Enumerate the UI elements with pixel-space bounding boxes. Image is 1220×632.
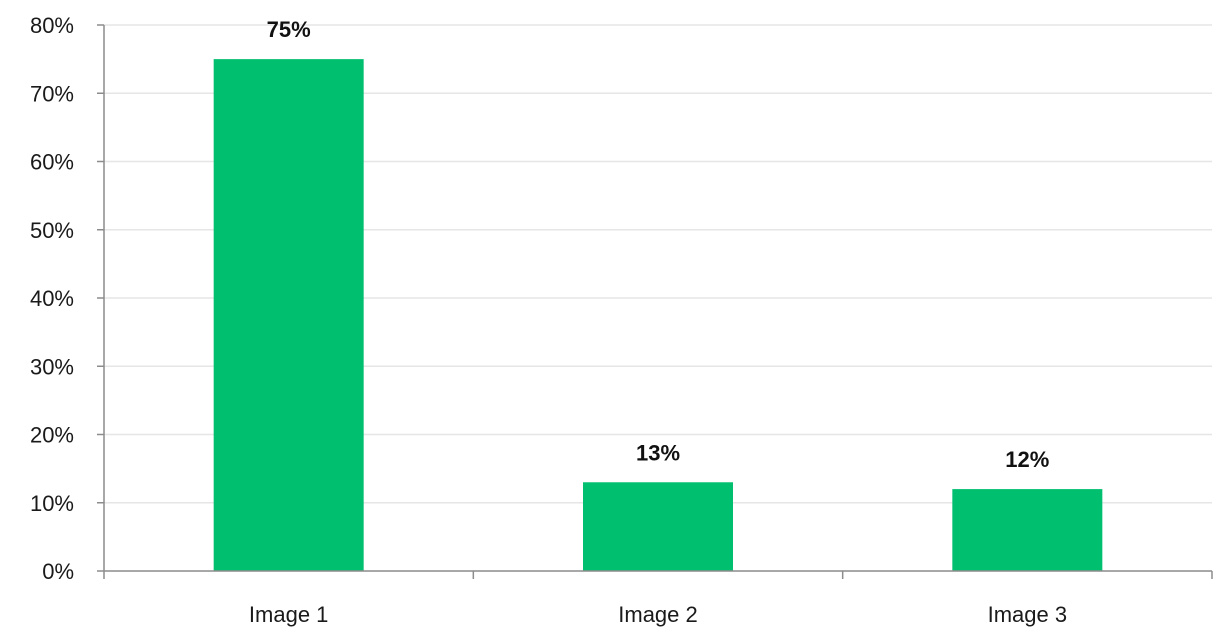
y-tick-label: 50% [30,218,74,243]
data-label: 12% [1005,447,1049,472]
y-tick-label: 10% [30,491,74,516]
y-tick-label: 70% [30,81,74,106]
y-tick-label: 60% [30,150,74,175]
y-tick-label: 30% [30,354,74,379]
bar [583,482,733,571]
data-label: 13% [636,440,680,465]
y-tick-label: 80% [30,13,74,38]
bar [952,489,1103,571]
axes [97,24,1213,579]
y-tick-label: 0% [42,559,74,584]
data-label: 75% [267,17,311,42]
labels: 0% 10% 20% 30% 40% 50% 60% 70% 80% 75% Image 1 13% I… [30,13,1067,627]
bars [213,59,1103,571]
y-tick-label: 20% [30,423,74,448]
x-category-label: Image 3 [988,602,1068,627]
x-category-label: Image 2 [618,602,698,627]
x-category-label: Image 1 [249,602,329,627]
y-tick-label: 40% [30,286,74,311]
bar [213,59,364,571]
